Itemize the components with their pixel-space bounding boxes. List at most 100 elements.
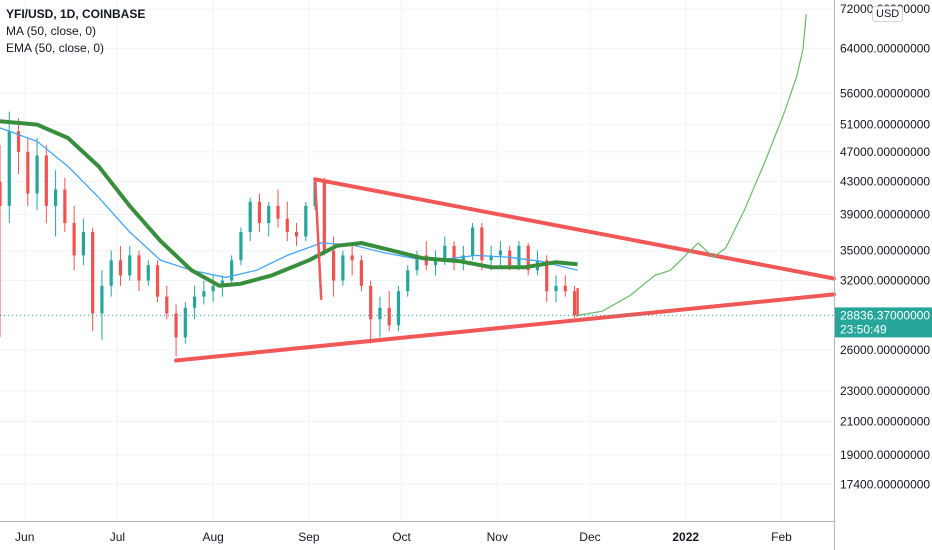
currency-button[interactable]: USD xyxy=(872,6,904,22)
candle-body xyxy=(526,245,530,271)
candle xyxy=(239,227,243,266)
drawings xyxy=(0,13,836,363)
candle-body xyxy=(155,265,160,297)
time-tick-label: Jul xyxy=(110,530,125,544)
candle-body xyxy=(572,291,577,316)
candle-body xyxy=(322,181,326,251)
candle-body xyxy=(267,205,271,224)
trendline-lower xyxy=(174,292,836,363)
candle xyxy=(26,137,30,206)
candle xyxy=(230,255,234,286)
ma-50-line xyxy=(0,127,578,279)
candle-body xyxy=(165,296,169,314)
time-tick-label: Oct xyxy=(392,530,411,544)
ema-50-line xyxy=(0,119,578,288)
candle-body xyxy=(387,307,391,326)
candle-body xyxy=(294,231,299,237)
last-price-tag-bg xyxy=(835,307,932,338)
candle-body xyxy=(202,291,206,297)
price-tick-label: 51000.00000000 xyxy=(840,118,930,132)
price-tick-label: 23000.00000000 xyxy=(840,384,930,398)
ema-indicator-label[interactable]: EMA (50, close, 0) xyxy=(6,41,105,55)
candle xyxy=(359,255,363,292)
candle-body xyxy=(369,285,373,320)
projection-path xyxy=(577,13,807,316)
candle-body xyxy=(16,131,21,152)
price-tick-label: 32000.00000000 xyxy=(840,274,930,288)
candle-body xyxy=(257,201,262,224)
candle-body xyxy=(350,255,354,261)
candle xyxy=(554,275,558,303)
ma-indicator-label[interactable]: MA (50, close, 0) xyxy=(6,24,97,38)
candle xyxy=(193,285,197,320)
candle-body xyxy=(461,255,465,261)
candle xyxy=(91,227,95,332)
candle xyxy=(165,285,169,320)
candle xyxy=(100,270,104,340)
symbol-title[interactable]: YFI/USD, 1D, COINBASE xyxy=(6,7,146,21)
candle-body xyxy=(44,155,48,206)
candle-body xyxy=(146,265,150,281)
candle xyxy=(387,291,391,332)
candle-body xyxy=(137,255,141,281)
candle-body xyxy=(443,245,447,261)
candle xyxy=(118,245,123,286)
price-tick-label: 47000.00000000 xyxy=(840,145,930,159)
bar-countdown: 23:50:49 xyxy=(840,322,887,336)
candle-body xyxy=(545,260,549,292)
candle xyxy=(267,201,271,237)
candle xyxy=(424,241,428,271)
candle xyxy=(44,144,48,224)
candle-body xyxy=(332,250,336,281)
candle-body xyxy=(471,227,475,256)
candle-body xyxy=(220,280,224,286)
price-tick-label: 56000.00000000 xyxy=(840,86,930,100)
candle xyxy=(211,275,215,303)
candle xyxy=(248,197,252,242)
candle-body xyxy=(480,227,484,261)
candle xyxy=(0,144,2,338)
candle-body xyxy=(563,285,567,292)
candle-body xyxy=(276,205,280,219)
candle-body xyxy=(285,218,289,232)
candle-body xyxy=(72,223,76,256)
price-tick-label: 64000.00000000 xyxy=(840,42,930,56)
candle xyxy=(369,280,373,344)
candle-body xyxy=(230,260,234,281)
time-tick-label: Dec xyxy=(579,530,600,544)
time-tick-label: Nov xyxy=(487,530,508,544)
candle-body xyxy=(91,231,95,314)
candle xyxy=(415,250,419,276)
candle xyxy=(461,245,465,271)
candle xyxy=(378,296,382,338)
candle xyxy=(480,223,484,271)
candle-body xyxy=(304,205,308,237)
last-price-value: 28836.37000000 xyxy=(840,308,930,322)
candle-body xyxy=(174,313,178,338)
candle-body xyxy=(396,291,401,326)
candle-body xyxy=(63,189,67,224)
candle xyxy=(155,260,160,303)
candle-body xyxy=(211,285,215,292)
price-tick-label: 19000.00000000 xyxy=(840,448,930,462)
candle-body xyxy=(109,260,113,286)
time-tick-label: Jun xyxy=(15,530,34,544)
candle-body xyxy=(248,201,252,232)
candle xyxy=(341,250,345,286)
candle xyxy=(285,201,289,242)
candle xyxy=(257,193,262,232)
candle-body xyxy=(341,255,345,281)
candle-body xyxy=(498,250,502,256)
candle-body xyxy=(54,189,58,206)
candle-body xyxy=(81,231,85,256)
candle xyxy=(276,189,280,228)
candle-body xyxy=(517,245,521,266)
candle-body xyxy=(406,270,410,292)
candle xyxy=(109,250,113,297)
candle-body xyxy=(128,255,132,276)
candle-body xyxy=(183,307,187,338)
